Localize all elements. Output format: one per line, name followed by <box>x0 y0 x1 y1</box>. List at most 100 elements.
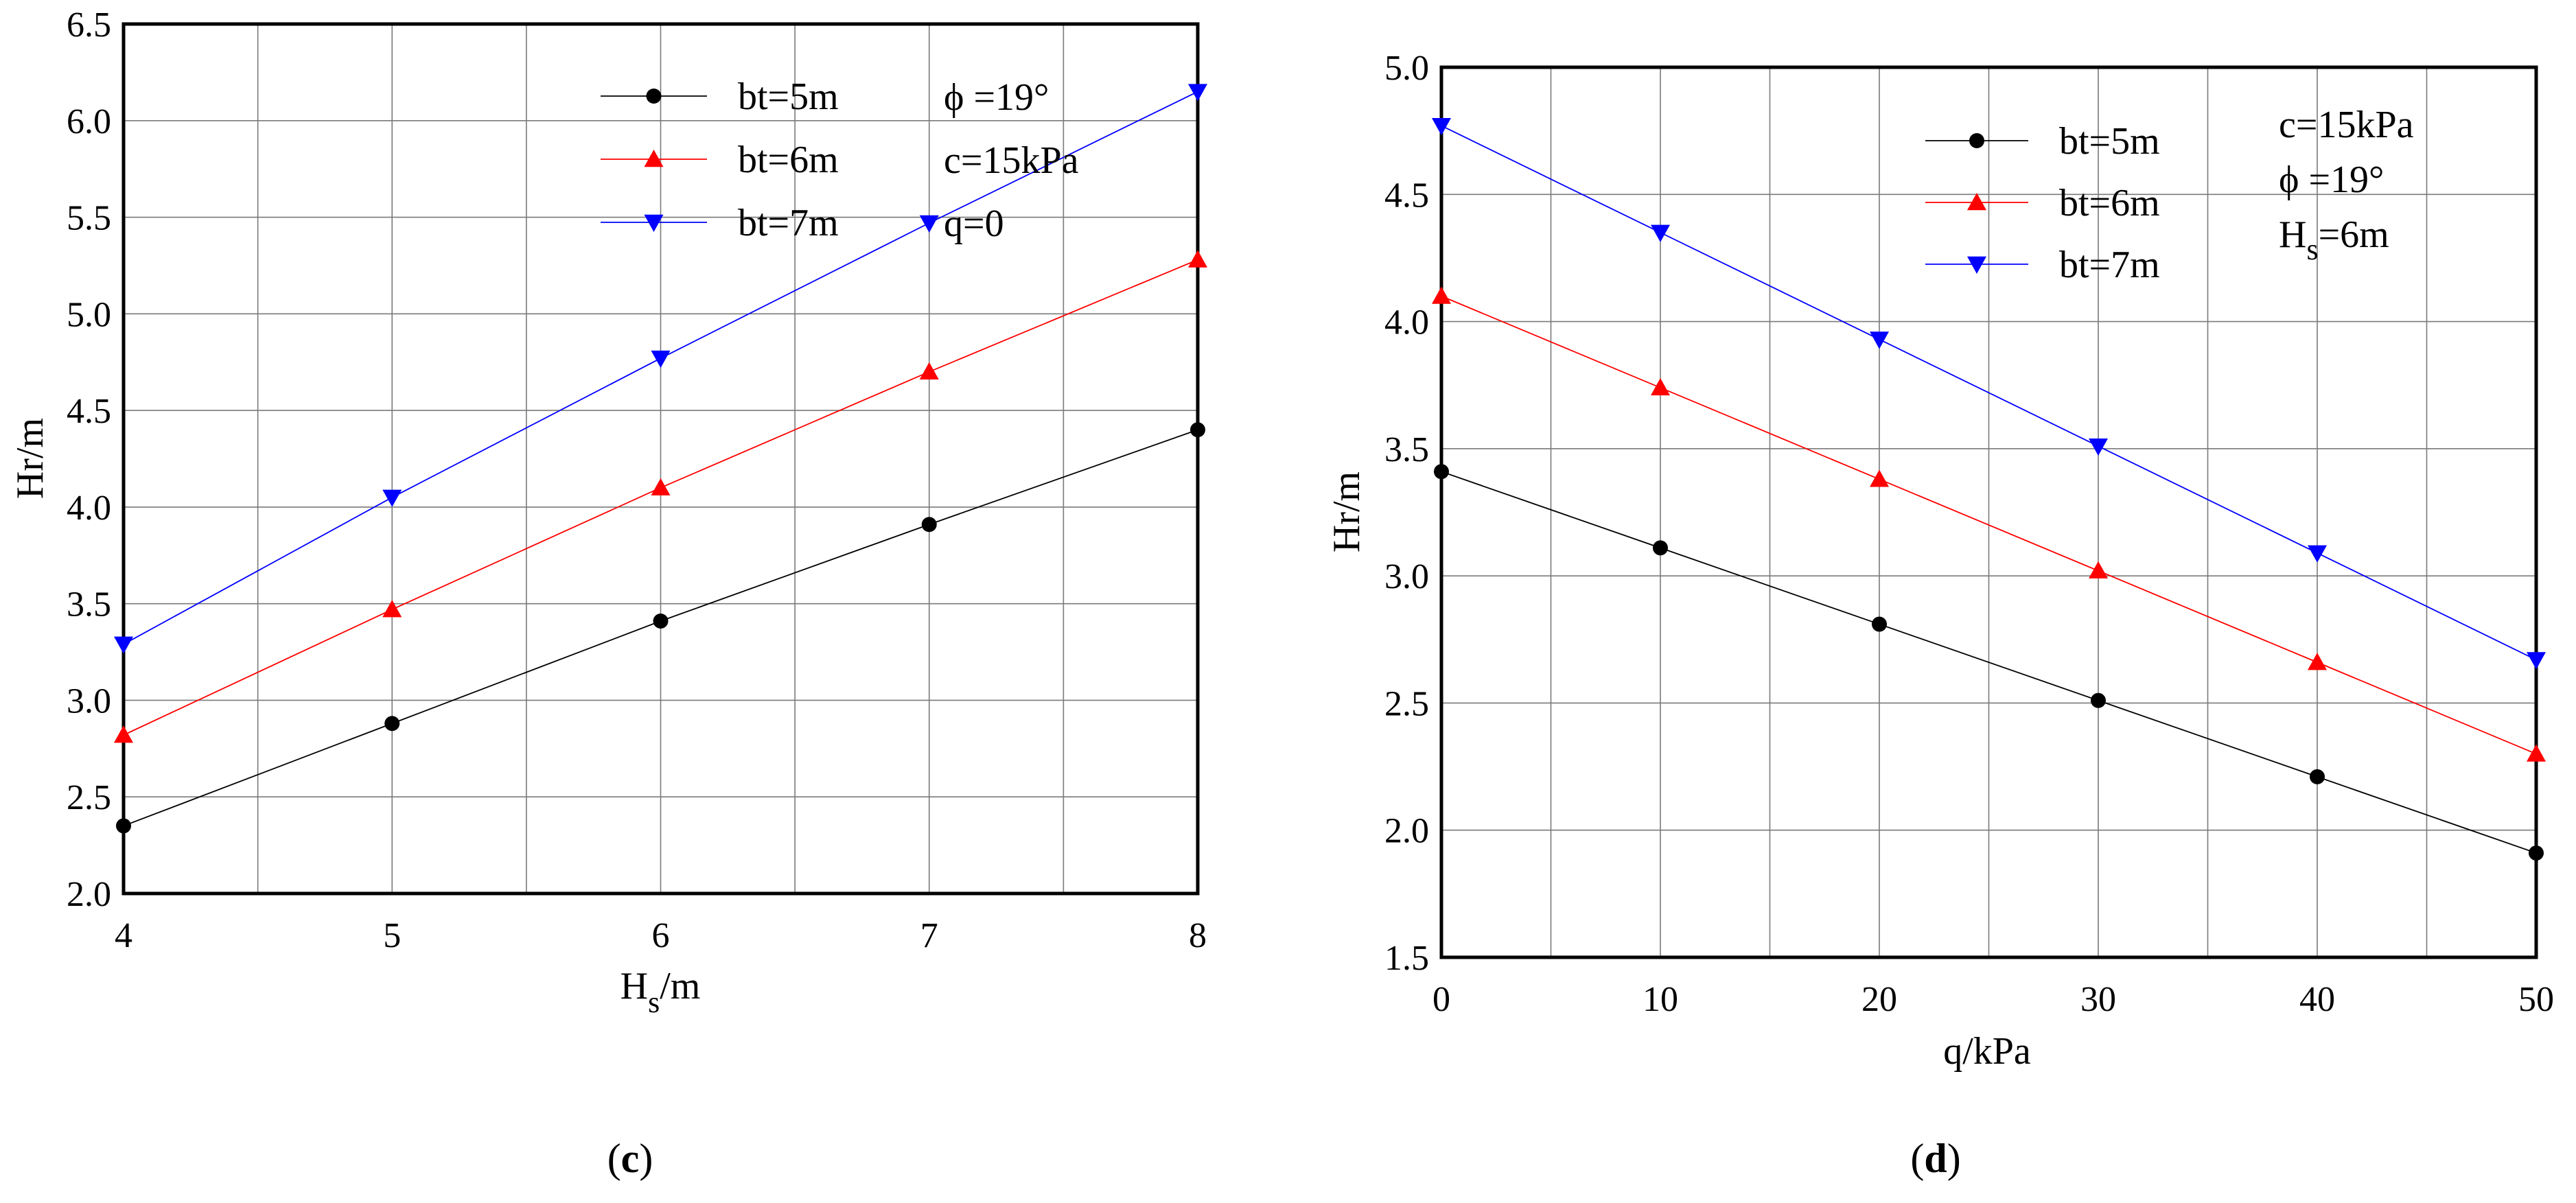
data-point <box>2308 653 2327 670</box>
panel-label: (d) <box>1910 1136 1960 1181</box>
chart-panel-d: 1.5 2.0 2.5 3.0 3.5 4.0 4.5 5.0 0 10 20 30 40 50 Hr/m q… <box>1325 49 2554 1181</box>
data-point <box>2089 438 2108 456</box>
data-point <box>114 636 133 654</box>
series-line-bt=6m <box>1441 295 2537 755</box>
x-tick-label: 20 <box>1861 980 1897 1019</box>
data-point <box>2527 652 2546 670</box>
legend-marker <box>644 150 664 167</box>
legend-label: bt=6m <box>738 139 839 181</box>
parameter-annotation: c=15kPa <box>944 139 1079 182</box>
x-tick-label: 4 <box>115 916 132 955</box>
data-point <box>1432 286 1451 304</box>
x-tick-label: 6 <box>652 916 670 955</box>
panel-label-letter: c <box>621 1136 640 1181</box>
x-tick-label: 50 <box>2518 980 2554 1019</box>
data-point <box>116 818 131 834</box>
parameter-annotation-main: H <box>2279 213 2306 256</box>
data-point <box>382 489 402 507</box>
legend-marker <box>1969 133 1984 148</box>
data-point <box>382 600 402 618</box>
legend-label: bt=6m <box>2059 182 2160 224</box>
y-tick-label: 5.0 <box>67 295 111 334</box>
data-point <box>1651 224 1670 242</box>
y-tick-label: 5.5 <box>67 199 111 238</box>
x-tick-label: 5 <box>383 916 401 955</box>
chart-panel-c: 2.0 2.5 3.0 3.5 4.0 4.5 5.0 5.5 6.0 6.5 4 5 6 7 8 Hr/m H… <box>9 5 1207 1181</box>
y-tick-label: 1.5 <box>1384 939 1429 978</box>
panel-label: (c) <box>607 1136 653 1181</box>
data-point <box>653 614 669 629</box>
data-point <box>2308 545 2327 563</box>
panel-label-close: ) <box>1947 1136 1961 1181</box>
legend-label: bt=5m <box>2059 120 2160 163</box>
y-tick-label: 2.0 <box>67 875 111 914</box>
y-tick-label: 3.0 <box>67 681 111 721</box>
legend-marker <box>1967 256 1986 274</box>
data-point <box>1870 469 1889 487</box>
y-tick-label: 4.5 <box>67 392 111 431</box>
series-line-bt=7m <box>1441 125 2537 661</box>
plot-frame <box>121 22 1200 896</box>
parameter-annotation: ϕ =19° <box>2279 159 2384 201</box>
legend-marker <box>1967 193 1986 211</box>
data-point <box>919 215 939 233</box>
x-tick-label: 7 <box>920 916 938 955</box>
x-axis-title: Hs/m <box>620 965 701 1019</box>
y-tick-label: 4.0 <box>67 489 111 528</box>
y-axis-title: Hr/m <box>9 418 51 499</box>
legend-marker <box>644 214 664 232</box>
data-point <box>1190 422 1205 438</box>
x-tick-label: 0 <box>1432 980 1450 1019</box>
panel-label-close: ) <box>639 1136 653 1181</box>
parameter-annotation: Hs=6m <box>2279 213 2389 266</box>
data-point <box>1653 540 1668 556</box>
y-tick-label: 5.0 <box>1384 49 1429 88</box>
parameter-annotation-sub: s <box>2306 233 2318 266</box>
parameter-annotation-rest: =6m <box>2319 213 2389 256</box>
data-point <box>1872 616 1887 632</box>
y-tick-label: 3.0 <box>1384 557 1429 596</box>
data-point <box>1432 118 1451 136</box>
y-tick-label: 2.5 <box>67 778 111 817</box>
panel-label-open: ( <box>607 1136 621 1181</box>
data-point <box>114 725 133 743</box>
parameter-annotation: q=0 <box>944 202 1004 245</box>
x-tick-label: 30 <box>2080 980 2116 1019</box>
x-tick-label: 10 <box>1643 980 1678 1019</box>
y-tick-label: 2.0 <box>1384 812 1429 851</box>
data-point <box>2091 692 2106 708</box>
data-point <box>1870 331 1889 349</box>
y-tick-label: 2.5 <box>1384 684 1429 723</box>
y-tick-label: 6.0 <box>67 102 111 141</box>
y-tick-label: 4.5 <box>1384 176 1429 215</box>
data-point <box>651 478 671 495</box>
panel-label-letter: d <box>1924 1136 1947 1181</box>
legend-label: bt=5m <box>738 75 839 118</box>
data-point <box>651 350 671 369</box>
data-point <box>1651 377 1670 396</box>
y-tick-label: 4.0 <box>1384 303 1429 342</box>
data-point <box>2089 561 2108 579</box>
x-axis-title: q/kPa <box>1943 1030 2031 1073</box>
y-tick-label: 3.5 <box>1384 430 1429 469</box>
x-tick-label: 40 <box>2299 980 2335 1019</box>
legend-marker <box>646 89 662 104</box>
data-point <box>1188 250 1207 268</box>
x-axis-title-unit: /m <box>660 965 700 1007</box>
data-point <box>2529 845 2544 861</box>
y-tick-label: 3.5 <box>67 585 111 624</box>
x-axis-title-sub: s <box>648 985 660 1019</box>
x-axis-title-main: H <box>620 965 648 1007</box>
series-line-bt=5m <box>1441 471 2537 854</box>
data-point <box>1188 84 1207 102</box>
data-point <box>1434 464 1449 480</box>
data-point <box>2310 769 2325 784</box>
data-point <box>919 362 939 379</box>
panel-label-open: ( <box>1910 1136 1924 1181</box>
data-point <box>2527 744 2546 762</box>
data-point <box>384 716 400 732</box>
plot-frame <box>1439 65 2538 959</box>
y-tick-label: 6.5 <box>67 5 111 45</box>
legend-label: bt=7m <box>738 202 839 244</box>
